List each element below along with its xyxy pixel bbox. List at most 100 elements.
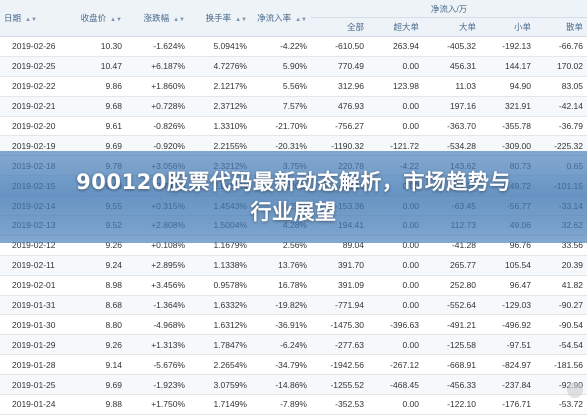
table-row[interactable]: 2019-01-28 9.14 -5.676% 2.2654% -34.79% -1942… <box>0 354 587 376</box>
sort-arrows-icon[interactable]: ▲▼ <box>110 17 122 23</box>
cell-super-large: -267.12 <box>368 354 423 376</box>
cell-all: 391.70 <box>311 255 368 276</box>
cell-super-large: 0.00 <box>368 334 423 356</box>
cell-close: 10.47 <box>71 56 126 77</box>
table-row[interactable]: 2019-01-24 9.88 +1.750% 1.7149% -7.89% -352.5… <box>0 394 587 415</box>
banner-title: 900120股票代码最新动态解析，市场趋势与 行业展望 <box>76 167 511 227</box>
cell-scattered: 20.39 <box>535 255 587 276</box>
cell-all: -352.53 <box>311 394 368 415</box>
cell-change-pct: +3.456% <box>126 275 189 296</box>
cell-net-inflow-rate: -19.82% <box>251 295 311 316</box>
cell-date: 2019-01-30 <box>0 314 71 336</box>
sort-arrows-icon[interactable]: ▲▼ <box>173 17 185 23</box>
table-row[interactable]: 2019-02-11 9.24 +2.895% 1.1338% 13.76% 391.70… <box>0 255 587 276</box>
cell-change-pct: -1.364% <box>126 295 189 316</box>
cell-large: 11.03 <box>423 76 480 97</box>
cell-scattered: -54.54 <box>535 334 587 356</box>
col-header-net-inflow-rate[interactable]: 净流入率 ▲▼ <box>251 0 311 37</box>
sort-arrows-icon[interactable]: ▲▼ <box>235 17 247 23</box>
cell-large: -122.10 <box>423 394 480 415</box>
cell-date: 2019-02-22 <box>0 76 71 97</box>
col-header-scattered[interactable]: 散单 <box>535 17 587 37</box>
table-row[interactable]: 2019-01-25 9.69 -1.923% 3.0759% -14.86% -1255… <box>0 374 587 396</box>
cell-turnover: 1.6332% <box>189 295 251 316</box>
cell-date: 2019-01-25 <box>0 374 71 396</box>
cell-all: -277.63 <box>311 334 368 356</box>
cell-close: 9.68 <box>71 96 126 117</box>
cell-super-large: -468.45 <box>368 374 423 396</box>
cell-change-pct: -5.676% <box>126 354 189 376</box>
col-header-all[interactable]: 全部 <box>311 17 368 37</box>
cell-change-pct: +1.750% <box>126 394 189 415</box>
col-header-close[interactable]: 收盘价 ▲▼ <box>71 0 126 37</box>
col-header-turnover[interactable]: 换手率 ▲▼ <box>189 0 251 37</box>
cell-close: 8.98 <box>71 275 126 296</box>
cell-turnover: 3.0759% <box>189 374 251 396</box>
cell-super-large: 123.98 <box>368 76 423 97</box>
cell-close: 9.61 <box>71 116 126 137</box>
table-row[interactable]: 2019-01-30 8.80 -4.968% 1.6312% -36.91% -1475… <box>0 314 587 336</box>
sort-arrows-icon[interactable]: ▲▼ <box>295 17 307 23</box>
table-row[interactable]: 2019-02-21 9.68 +0.728% 2.3712% 7.57% 476.93 0… <box>0 96 587 117</box>
col-group-net-inflow: 净流入/万 <box>311 0 587 18</box>
cell-change-pct: +0.728% <box>126 96 189 117</box>
cell-large: -456.33 <box>423 374 480 396</box>
table-row[interactable]: 2019-02-26 10.30 -1.624% 5.0941% -4.22% -610.… <box>0 36 587 57</box>
table-row[interactable]: 2019-01-29 9.26 +1.313% 1.7847% -6.24% -277.6… <box>0 334 587 356</box>
col-header-small[interactable]: 小单 <box>480 17 535 37</box>
table-row[interactable]: 2019-02-25 10.47 +6.187% 4.7276% 5.90% 770.49… <box>0 56 587 77</box>
cell-date: 2019-02-01 <box>0 275 71 296</box>
cell-turnover: 2.1217% <box>189 76 251 97</box>
cell-all: -610.50 <box>311 36 368 57</box>
table-row[interactable]: 2019-02-20 9.61 -0.826% 1.3310% -21.70% -756.… <box>0 116 587 137</box>
cell-close: 9.26 <box>71 334 126 356</box>
cell-large: -491.21 <box>423 314 480 336</box>
title-banner: 900120股票代码最新动态解析，市场趋势与 行业展望 <box>0 151 587 243</box>
cell-change-pct: +1.313% <box>126 334 189 356</box>
table-row[interactable]: 2019-02-22 9.86 +1.860% 2.1217% 5.56% 312.96 1… <box>0 76 587 97</box>
cell-date: 2019-01-29 <box>0 334 71 356</box>
cell-large: -125.58 <box>423 334 480 356</box>
cell-net-inflow-rate: -36.91% <box>251 314 311 336</box>
cell-change-pct: +1.860% <box>126 76 189 97</box>
col-header-large[interactable]: 大单 <box>423 17 480 37</box>
cell-all: 312.96 <box>311 76 368 97</box>
cell-net-inflow-rate: 7.57% <box>251 96 311 117</box>
watermark-logo-icon <box>567 382 583 398</box>
cell-small: -237.84 <box>480 374 535 396</box>
cell-close: 8.80 <box>71 314 126 336</box>
cell-net-inflow-rate: -34.79% <box>251 354 311 376</box>
cell-all: -1255.52 <box>311 374 368 396</box>
cell-large: 456.31 <box>423 56 480 77</box>
banner-title-line1: 900120股票代码最新动态解析，市场趋势与 <box>76 170 511 194</box>
cell-large: -363.70 <box>423 116 480 137</box>
col-header-change-pct[interactable]: 涨跌幅 ▲▼ <box>126 0 189 37</box>
cell-turnover: 1.7847% <box>189 334 251 356</box>
cell-turnover: 1.6312% <box>189 314 251 336</box>
cell-super-large: 0.00 <box>368 56 423 77</box>
col-header-super-large[interactable]: 超大单 <box>368 17 423 37</box>
table-row[interactable]: 2019-01-31 8.68 -1.364% 1.6332% -19.82% -771.… <box>0 295 587 316</box>
table-row[interactable]: 2019-02-01 8.98 +3.456% 0.9578% 16.78% 391.09… <box>0 275 587 296</box>
cell-all: 476.93 <box>311 96 368 117</box>
cell-close: 8.68 <box>71 295 126 316</box>
cell-super-large: -396.63 <box>368 314 423 336</box>
cell-super-large: 0.00 <box>368 255 423 276</box>
cell-change-pct: -1.624% <box>126 36 189 57</box>
cell-turnover: 2.3712% <box>189 96 251 117</box>
cell-turnover: 1.7149% <box>189 394 251 415</box>
cell-scattered: -90.27 <box>535 295 587 316</box>
cell-date: 2019-02-11 <box>0 255 71 276</box>
cell-scattered: -66.76 <box>535 36 587 57</box>
cell-close: 10.30 <box>71 36 126 57</box>
cell-net-inflow-rate: -21.70% <box>251 116 311 137</box>
sort-arrows-icon[interactable]: ▲▼ <box>25 17 37 23</box>
col-header-date[interactable]: 日期 ▲▼ <box>0 0 71 37</box>
cell-close: 9.86 <box>71 76 126 97</box>
cell-large: 265.77 <box>423 255 480 276</box>
cell-super-large: 0.00 <box>368 295 423 316</box>
cell-small: 96.47 <box>480 275 535 296</box>
cell-all: -756.27 <box>311 116 368 137</box>
cell-large: -405.32 <box>423 36 480 57</box>
cell-date: 2019-01-28 <box>0 354 71 376</box>
